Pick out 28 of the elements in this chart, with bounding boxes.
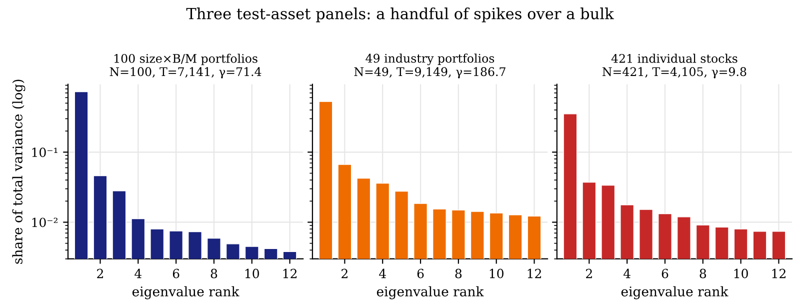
- x-tick-label: 2: [342, 268, 348, 278]
- x-tick-label: 4: [379, 268, 386, 278]
- x-tick-label: 6: [172, 268, 180, 278]
- x-tick-label: 4: [623, 268, 630, 278]
- x-tick-label: 10: [490, 268, 504, 278]
- text: Three test-asset panels: a handful of spikes over a bulk: [186, 8, 614, 22]
- x-tick-label: 12: [283, 268, 297, 278]
- x-axis-title: eigenvalue rank: [376, 286, 484, 300]
- x-tick-label: 8: [455, 268, 462, 278]
- x-tick-label: 12: [528, 268, 541, 278]
- x-tick-label: 2: [586, 268, 592, 278]
- x-tick-label: 2: [97, 268, 103, 278]
- x-tick-label: 6: [662, 268, 668, 278]
- x-tick-label: 8: [700, 268, 706, 278]
- x-tick-label: 8: [210, 268, 218, 278]
- chart-subtitle: 100 size×B/M portfolios N=100, T=7,141, γ=71.4: [110, 54, 262, 78]
- x-tick-label: 10: [245, 268, 260, 278]
- x-axis-title: eigenvalue rank: [621, 286, 728, 300]
- x-tick-label: 6: [417, 268, 424, 278]
- y-axis-title: share of total variance (log): [12, 80, 26, 264]
- chart-subtitle: 49 industry portfolios N=49, T=9,149, γ=186.7: [354, 54, 506, 78]
- x-tick-label: 12: [772, 268, 786, 278]
- x-tick-label: 10: [734, 268, 748, 278]
- y-tick-label: 10⁻¹: [32, 148, 58, 158]
- chart-subtitle: 421 individual stocks N=421, T=4,105, γ=9.8: [602, 54, 746, 78]
- x-tick-label: 4: [134, 268, 142, 278]
- x-axis-title: eigenvalue rank: [132, 286, 240, 300]
- y-tick-label: 10⁻²: [32, 218, 58, 228]
